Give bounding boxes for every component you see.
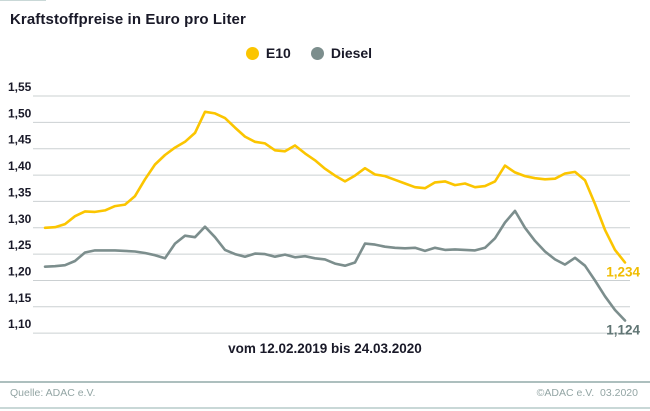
diesel-dot-icon	[310, 46, 324, 60]
y-tick-label: 1,55	[8, 80, 32, 94]
y-tick-label: 1,45	[8, 133, 32, 147]
y-tick-label: 1,30	[8, 212, 32, 226]
legend-item-e10: E10	[245, 45, 291, 61]
source-text: Quelle: ADAC e.V.	[10, 387, 96, 399]
legend: E10 Diesel	[0, 45, 634, 61]
copyright-text: ©ADAC e.V. 03.2020	[536, 387, 638, 399]
e10-end-label: 1,234	[606, 265, 640, 280]
diesel-line	[43, 209, 627, 322]
e10-dot-icon	[245, 46, 259, 60]
legend-label-e10: E10	[265, 45, 291, 61]
page-title: Kraftstoffpreise in Euro pro Liter	[10, 11, 246, 28]
legend-item-diesel: Diesel	[310, 45, 373, 61]
y-tick-label: 1,40	[8, 159, 32, 173]
chart-area: 1,55 1,50 1,45 1,40 1,35 1,30 1,25 1,20 1,15 1,10…	[8, 80, 640, 338]
e10-line	[43, 110, 627, 264]
y-tick-label: 1,10	[8, 317, 32, 331]
top-edge-line	[0, 0, 46, 1]
diesel-end-label: 1,124	[606, 323, 640, 338]
y-tick-label: 1,25	[8, 238, 32, 252]
y-tick-label: 1,35	[8, 185, 32, 199]
y-tick-label: 1,50	[8, 106, 32, 120]
footer-divider	[0, 381, 650, 383]
bottom-border	[0, 407, 650, 409]
legend-label-diesel: Diesel	[330, 45, 373, 61]
y-tick-label: 1,15	[8, 291, 32, 305]
y-tick-label: 1,20	[8, 265, 32, 279]
chart-svg: 1,55 1,50 1,45 1,40 1,35 1,30 1,25 1,20 1,15 1,10…	[8, 80, 640, 338]
x-axis-caption: vom 12.02.2019 bis 24.03.2020	[228, 341, 422, 356]
